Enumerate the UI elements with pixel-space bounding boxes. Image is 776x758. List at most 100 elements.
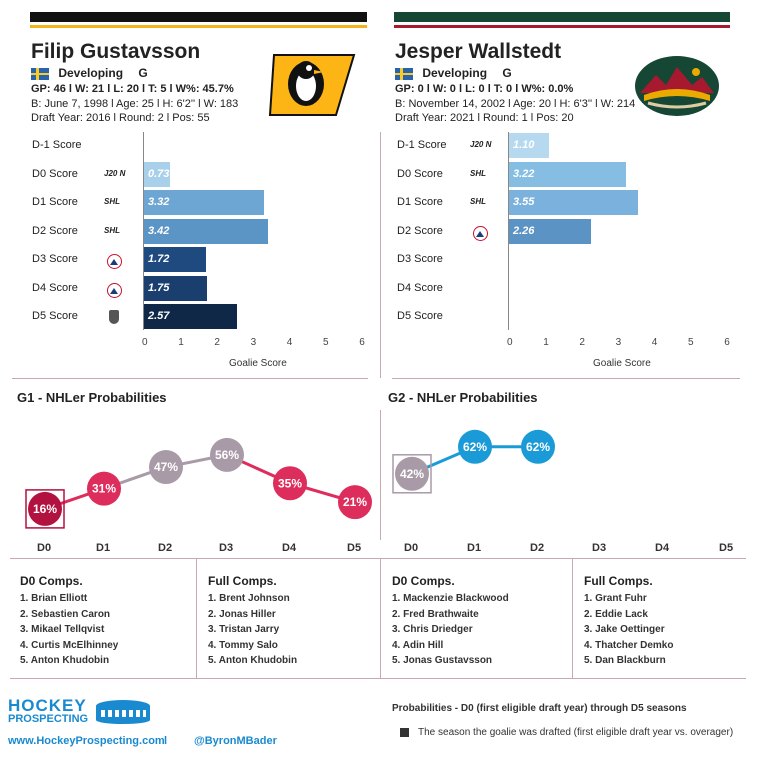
row-label: D5 Score [32,310,78,322]
row-label: D-1 Score [32,139,82,151]
season-label: D4 [282,542,297,554]
bar-value-label: 3.42 [148,224,170,237]
season-row-divider [10,558,746,559]
probability-label: 31% [92,482,116,496]
row-label: D3 Score [397,253,443,265]
season-label: D3 [592,542,607,554]
x-tick-label: 2 [579,337,585,348]
probability-point [273,466,307,501]
comp-player: 5. Dan Blackburn [584,655,666,666]
probability-point [458,429,492,464]
x-tick-label: 0 [507,337,513,348]
row-label: D1 Score [397,196,443,208]
left-prob-title: G1 - NHLer Probabilities [17,390,167,405]
center-divider-mid [380,410,381,540]
comp-player: 2. Fred Brathwaite [392,608,479,620]
row-label: D2 Score [397,224,443,237]
probability-label: 62% [526,440,550,454]
comps-divider-3 [572,558,573,678]
right-top-bar [394,12,730,22]
comp-player: 3. Jake Oettinger [584,624,665,635]
drafted-legend-text: The season the goalie was drafted (first… [418,727,734,738]
row-label: D5 Score [397,310,443,322]
score-bar [509,161,626,187]
right-status-line: Developing G [395,66,512,80]
left-player-name: Filip Gustavsson [31,40,201,63]
probability-charts: 16% 31% 47% 56% 35% 21% 42% 62% 62% [25,429,555,529]
right-divider-row [392,378,740,379]
center-divider-top [380,132,381,378]
league-label: SHL [104,225,120,235]
probability-label: 16% [33,502,57,516]
right-status: Developing [422,66,488,80]
twitter-handle[interactable]: @ByronMBader [194,735,277,747]
x-tick-label: 6 [359,337,365,348]
season-label: D5 [719,542,734,554]
score-bar [509,190,638,215]
x-tick-label: 5 [323,337,329,348]
ahl-logo-icon [107,282,122,298]
bar-value-label: 1.72 [148,253,170,265]
comp-player: 2. Sebastien Caron [20,608,111,620]
left-status: Developing [58,66,124,80]
right-draft-line: Draft Year: 2021 l Round: 1 l Pos: 20 [395,112,574,124]
bar-value-label: 0.73 [148,167,170,180]
left-d0-comps-title: D0 Comps. [20,574,83,588]
probability-point [149,450,183,485]
probability-point [28,491,62,526]
hockey-prospecting-logo[interactable]: HOCKEY PROSPECTING [8,697,88,726]
row-label: D4 Score [32,281,78,294]
season-label: D1 [96,542,111,554]
x-tick-label: 4 [286,337,293,348]
left-divider-row [12,378,368,379]
left-full-comps-title: Full Comps. [208,574,277,588]
minnesota-wild-logo [635,56,719,116]
score-bar [144,304,238,329]
comp-player: 4. Tommy Salo [208,639,278,651]
probability-point [521,429,555,464]
comp-player: 4. Adin Hill [392,639,444,651]
row-label: D2 Score [32,224,78,237]
score-bar [144,190,265,215]
sweden-flag-icon [31,67,49,80]
x-tick-label: 6 [724,337,730,348]
score-bar [509,218,591,244]
footer-separator: l [164,735,168,747]
probability-point [210,437,244,472]
x-tick-label: 4 [651,337,658,348]
ahl-logo-icon [107,254,122,269]
website-link[interactable]: www.HockeyProspecting.com [8,735,165,747]
season-label: D3 [219,542,234,554]
probability-label: 56% [215,448,239,462]
comp-player: 3. Chris Driedger [392,624,473,635]
left-axis-line [143,132,144,330]
pittsburgh-penguins-logo [268,54,356,116]
left-stats-line: GP: 46 l W: 21 l L: 20 l T: 5 l W%: 45.7… [31,83,234,95]
bar-value-label: 2.57 [148,310,170,322]
probability-label: 47% [154,460,178,474]
comp-player: 1. Brian Elliott [20,593,88,604]
arena-icon [96,700,150,724]
season-label: D1 [467,542,482,554]
probability-label: 42% [400,467,424,481]
left-x-axis-title: Goalie Score [229,358,287,369]
left-status-line: Developing G [31,66,148,80]
right-axis-line [508,132,509,330]
right-full-comps: Full Comps. 1. Grant Fuhr 2. Eddie Lack 3.… [584,574,673,669]
khl-logo-icon [109,310,119,324]
score-bar [144,218,268,244]
score-bar [509,133,549,158]
comp-player: 5. Jonas Gustavsson [392,655,493,666]
x-tick-label: 5 [688,337,694,348]
bar-value-label: 3.22 [513,167,535,180]
comp-player: 3. Mikael Tellqvist [20,624,105,635]
ahl-logo-icon [473,225,488,241]
league-label: J20 N [104,168,126,178]
league-label: SHL [104,197,120,206]
footer-divider [10,678,746,679]
right-player-name: Jesper Wallstedt [395,40,562,63]
row-label: D-1 Score [397,139,447,151]
bar-value-label: 3.55 [513,196,535,208]
right-full-comps-title: Full Comps. [584,574,653,588]
league-label: J20 N [470,140,492,149]
